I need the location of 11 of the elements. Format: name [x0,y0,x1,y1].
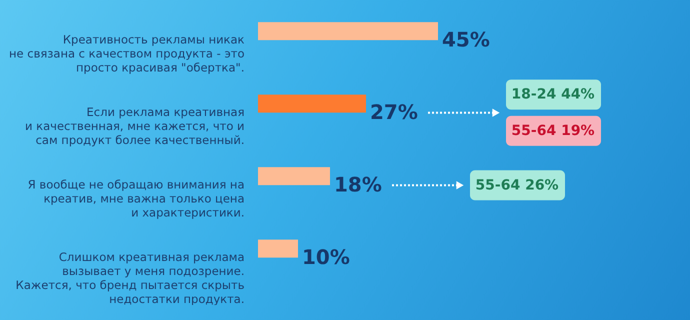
data-label: 18% [334,172,382,196]
text: 55-64 19% [511,122,595,139]
y-tick-label: Слишком креативная реклама вызывает у меня подозрение. Кажется, что бренд пытается скрыть недостатки продукта. [16,250,245,306]
y-tick-label: Я вообще не обращаю внимания на креатив, мне важна только цена и характеристики. [28,177,244,220]
data-label: 45% [442,27,490,52]
y-tick-label: Если реклама креативная и качественная, мне кажется, что и сам продукт более качественный. [25,104,244,147]
text: 55-64 26% [475,177,559,194]
data-label: 27% [370,100,418,124]
data-label: 10% [302,244,350,269]
y-tick-label: Креативность рекламы никак не связана с качеством продукта - это просто красивая "обертка". [9,32,245,74]
text: 18-24 44% [511,86,595,103]
